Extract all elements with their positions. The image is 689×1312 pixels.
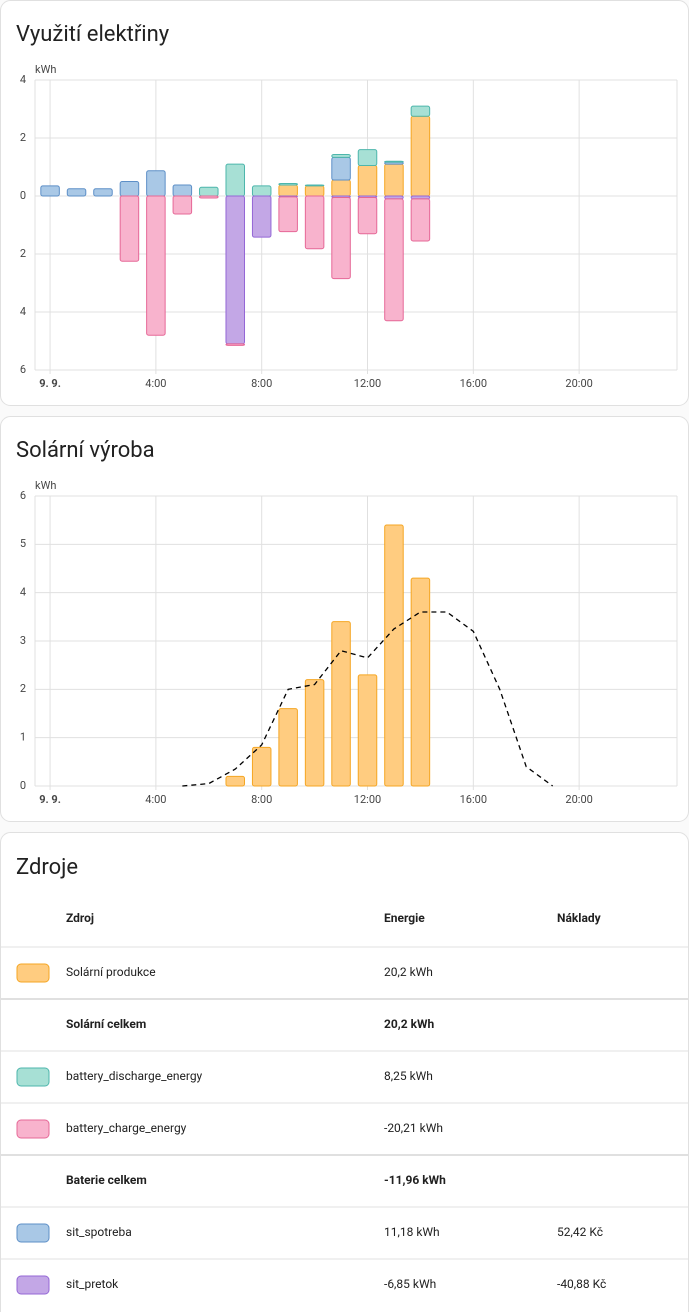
bar — [384, 163, 404, 197]
bar — [146, 195, 166, 336]
chart-title: Solární výroba — [16, 438, 155, 463]
y-tick-label: 6 — [20, 363, 26, 376]
energy-value: 20,2 kWh — [384, 965, 433, 979]
x-tick-label: 20:00 — [565, 793, 592, 806]
x-tick-label: 20:00 — [565, 377, 592, 390]
source-name: sit_pretok — [66, 1277, 119, 1291]
y-tick-label: 2 — [20, 131, 26, 144]
bar — [410, 577, 431, 787]
source-name: sit_spotreba — [66, 1225, 132, 1239]
bar — [410, 105, 431, 117]
y-tick-label: 4 — [20, 305, 26, 318]
y-tick-label: 2 — [20, 682, 26, 695]
color-swatch — [16, 1275, 50, 1295]
bar — [384, 160, 404, 163]
bar — [93, 188, 113, 197]
bar — [172, 184, 193, 197]
bar — [225, 343, 246, 346]
table-header: Zdroj — [66, 911, 94, 925]
energy-value: 8,25 kWh — [384, 1069, 433, 1083]
y-tick-label: 2 — [20, 247, 26, 260]
table-title: Zdroje — [16, 855, 78, 880]
source-name: Baterie celkem — [66, 1173, 147, 1187]
x-tick-label: 8:00 — [251, 377, 272, 390]
source-name: Solární produkce — [66, 965, 156, 979]
x-tick-label: 4:00 — [145, 793, 166, 806]
unit-label: kWh — [35, 479, 56, 492]
x-tick-label: 8:00 — [251, 793, 272, 806]
bar — [251, 185, 272, 197]
y-tick-label: 4 — [20, 586, 26, 599]
forecast-line — [182, 611, 554, 787]
bar — [331, 156, 351, 181]
bar — [225, 775, 246, 787]
x-tick-label: 12:00 — [354, 793, 381, 806]
color-swatch — [16, 1067, 50, 1087]
bar — [199, 195, 219, 199]
color-swatch — [16, 963, 50, 983]
bar — [357, 196, 378, 235]
x-tick-label: 16:00 — [460, 377, 487, 390]
bar — [119, 181, 140, 197]
x-tick-label: 9. 9. — [39, 793, 61, 806]
cost-value: -40,88 Kč — [557, 1277, 606, 1291]
energy-value: -6,85 kWh — [384, 1277, 436, 1291]
source-name: battery_charge_energy — [66, 1121, 187, 1135]
bar — [304, 195, 325, 250]
bar — [410, 115, 431, 197]
color-swatch — [16, 1223, 50, 1243]
source-name: Solární celkem — [66, 1017, 146, 1031]
y-tick-label: 0 — [20, 779, 26, 792]
bar — [199, 186, 219, 197]
source-name: battery_discharge_energy — [66, 1069, 203, 1083]
bar — [304, 184, 325, 187]
bar — [251, 746, 272, 787]
bar — [304, 185, 325, 197]
bar — [278, 184, 298, 197]
bar — [331, 179, 351, 197]
table-header: Energie — [384, 911, 425, 925]
bar — [66, 188, 87, 197]
x-tick-label: 4:00 — [145, 377, 166, 390]
bar — [225, 195, 246, 345]
bar — [384, 198, 404, 322]
energy-value: 20,2 kWh — [384, 1017, 435, 1031]
energy-value: -20,21 kWh — [384, 1121, 443, 1135]
bar — [357, 165, 378, 197]
bar — [146, 170, 166, 197]
x-tick-label: 12:00 — [354, 377, 381, 390]
bar — [40, 185, 60, 197]
color-swatch — [16, 1119, 50, 1139]
bar — [278, 196, 298, 233]
bar — [384, 524, 404, 787]
bar — [278, 183, 298, 186]
y-tick-label: 4 — [20, 73, 26, 86]
y-tick-label: 0 — [20, 189, 26, 202]
unit-label: kWh — [35, 63, 56, 76]
bar — [278, 708, 298, 787]
y-tick-label: 3 — [20, 634, 26, 647]
x-tick-label: 9. 9. — [39, 377, 61, 390]
y-tick-label: 5 — [20, 537, 26, 550]
table-header: Náklady — [557, 911, 602, 925]
bar — [172, 195, 193, 215]
cost-value: 52,42 Kč — [557, 1225, 603, 1239]
y-tick-label: 6 — [20, 489, 26, 502]
bar — [357, 674, 378, 787]
bar — [304, 679, 325, 787]
bar — [331, 154, 351, 158]
bar — [331, 196, 351, 280]
bar — [410, 198, 431, 242]
energy-value: -11,96 kWh — [384, 1173, 446, 1187]
energy-value: 11,18 kWh — [384, 1225, 440, 1239]
bar — [331, 621, 351, 787]
chart-title: Využití elektřiny — [16, 22, 170, 47]
bar — [225, 163, 246, 197]
x-tick-label: 16:00 — [460, 793, 487, 806]
bar — [119, 195, 140, 262]
y-tick-label: 1 — [20, 731, 26, 744]
bar — [251, 195, 272, 238]
bar — [357, 149, 378, 167]
